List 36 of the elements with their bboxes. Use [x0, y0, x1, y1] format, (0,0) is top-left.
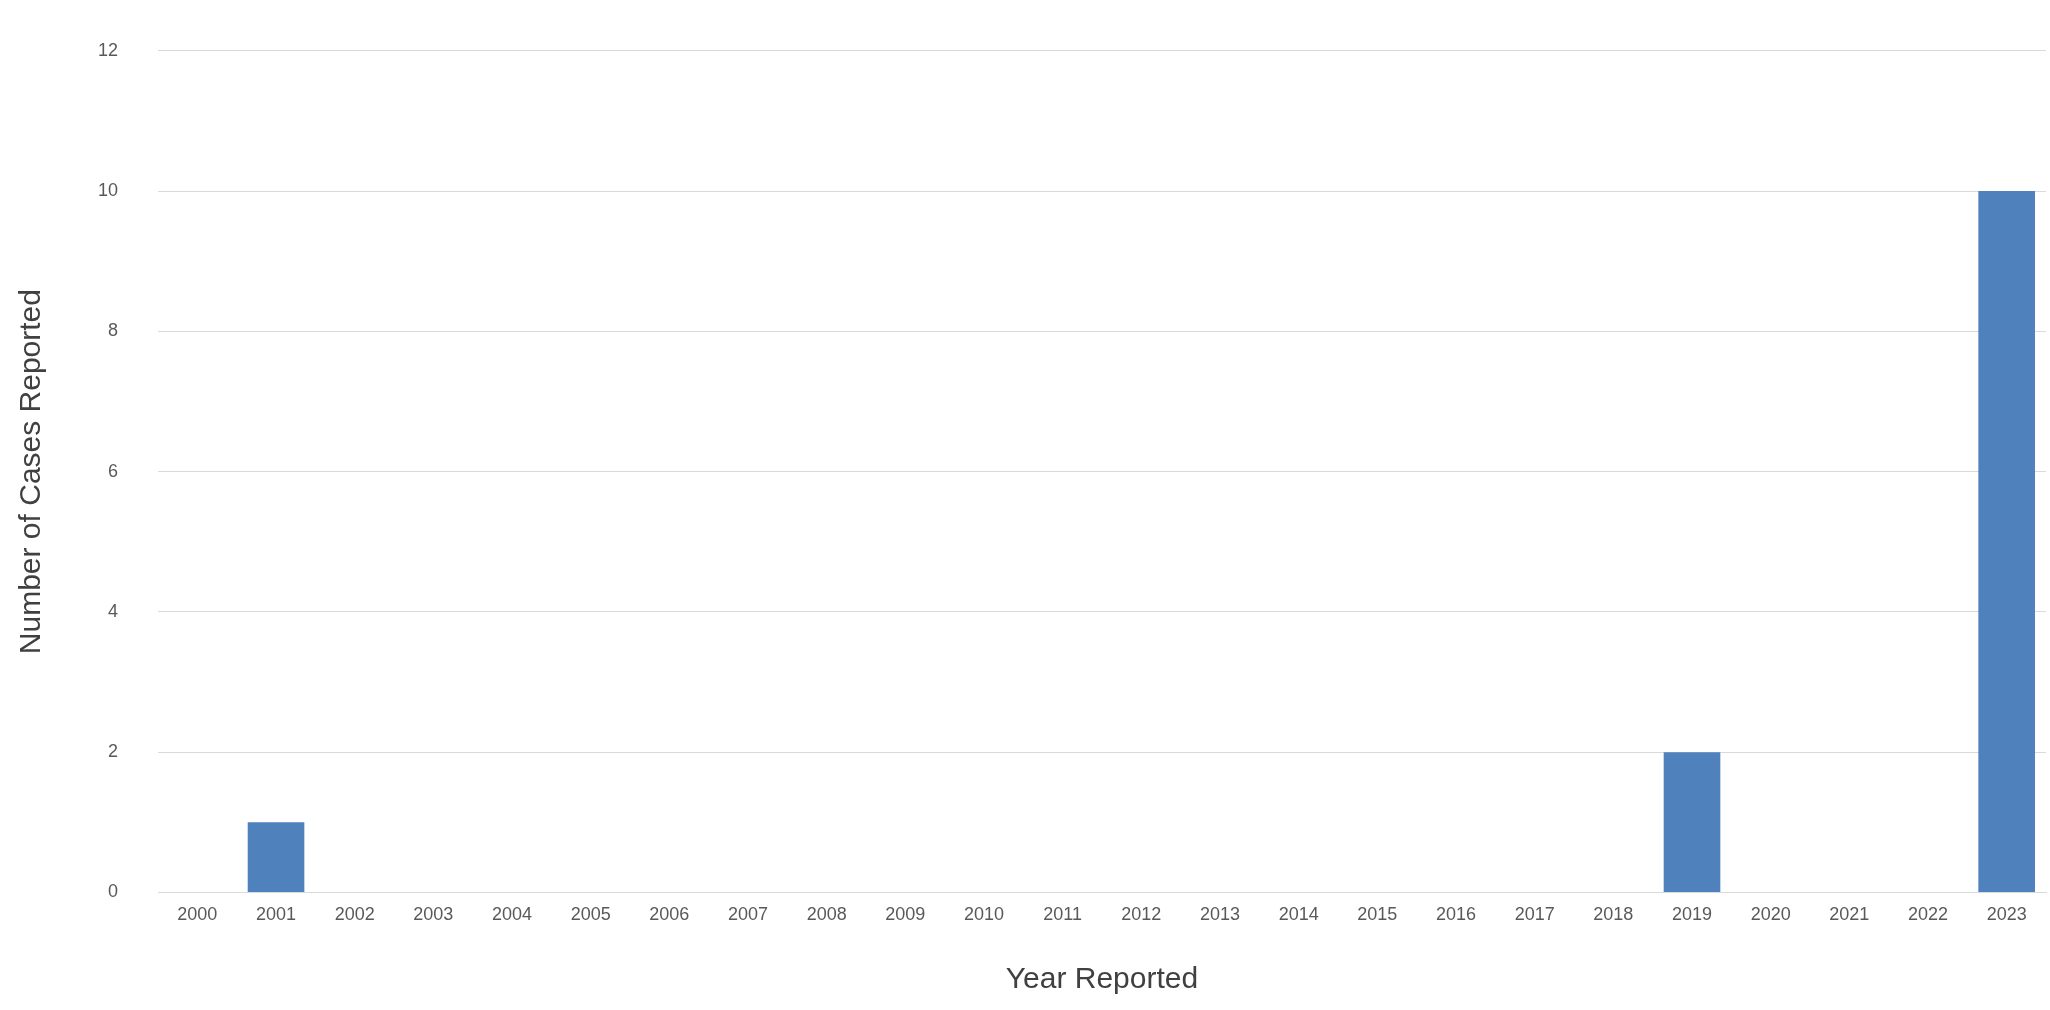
- y-tick-label: 0: [108, 881, 119, 902]
- x-tick-label: 2016: [1435, 904, 1477, 925]
- y-tick-label: 12: [97, 39, 119, 60]
- x-tick-label: 2006: [649, 904, 690, 925]
- bar: [1663, 752, 1721, 892]
- x-tick-label: 2002: [334, 904, 375, 925]
- x-tick-label: 2013: [1199, 904, 1241, 925]
- x-tick-label: 2008: [806, 904, 847, 925]
- y-tick-label: 10: [97, 180, 119, 201]
- bar: [1978, 191, 2035, 892]
- x-tick-label: 2001: [256, 904, 297, 925]
- x-tick-label: 2021: [1829, 904, 1870, 925]
- x-tick-label: 2020: [1750, 904, 1791, 925]
- x-tick-label: 2012: [1121, 904, 1162, 925]
- x-tick-label: 2004: [491, 904, 533, 925]
- x-tick-label: 2011: [1043, 904, 1083, 925]
- y-axis-title: Number of Cases Reported: [13, 289, 47, 655]
- x-tick-label: 2003: [413, 904, 454, 925]
- y-tick-label: 4: [108, 600, 119, 621]
- x-axis-title: Year Reported: [1005, 961, 1199, 995]
- x-tick-label: 2014: [1278, 904, 1319, 925]
- x-tick-label: 2009: [885, 904, 926, 925]
- x-tick-label: 2022: [1907, 904, 1949, 925]
- y-tick-label: 2: [108, 741, 119, 762]
- x-tick-label: 2007: [727, 904, 769, 925]
- x-tick-label: 2010: [963, 904, 1005, 925]
- x-tick-label: 2015: [1357, 904, 1398, 925]
- x-tick-label: 2019: [1671, 904, 1713, 925]
- y-tick-label: 6: [108, 460, 119, 481]
- y-tick-label: 8: [108, 320, 119, 341]
- x-tick-label: 2023: [1986, 904, 2027, 925]
- x-tick-label: 2017: [1514, 904, 1555, 925]
- bar: [247, 822, 305, 892]
- x-tick-label: 2018: [1593, 904, 1634, 925]
- x-tick-label: 2000: [177, 904, 218, 925]
- x-tick-label: 2005: [570, 904, 611, 925]
